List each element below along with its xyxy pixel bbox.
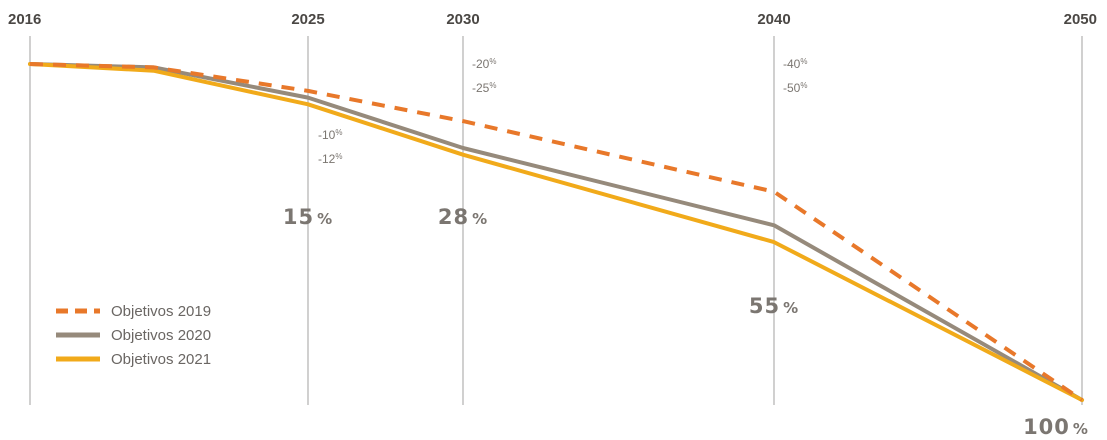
reduction-label-2040-1: -40% (783, 57, 807, 71)
reduction-label-2040-2: -50% (783, 81, 807, 95)
x-tick-label-2030: 2030 (446, 11, 479, 28)
target-label-2040: 55% (749, 294, 799, 318)
legend-label-1: Objetivos 2019 (111, 303, 211, 320)
series-lines (28, 62, 1084, 402)
series-line-objetivos-2021 (28, 62, 1084, 402)
reduction-label-2030-1: -20% (472, 57, 496, 71)
target-label-2025: 15% (283, 205, 333, 229)
x-tick-label-2040: 2040 (757, 11, 790, 28)
legend-label-2: Objetivos 2020 (111, 327, 211, 344)
series-line-objetivos-2019 (29, 62, 1084, 402)
reduction-annotations: -10% -12% -20% -25% -40% -50% (318, 57, 807, 166)
target-percentage-labels: 15% 28 % 55 % 100% (283, 205, 1089, 439)
target-label-2050: 100% (1023, 415, 1089, 439)
target-label-2030: 28% (438, 205, 488, 229)
reduction-label-2025-2: -12% (318, 152, 342, 166)
legend: Objetivos 2019 Objetivos 2020 Objetivos 20… (56, 303, 211, 368)
x-tick-label-2025: 2025 (291, 11, 324, 28)
x-tick-label-2050: 2050 (1064, 11, 1097, 28)
reduction-label-2030-2: -25% (472, 81, 496, 95)
legend-label-3: Objetivos 2021 (111, 351, 211, 368)
reduction-label-2025-1: -10% (318, 128, 342, 142)
series-line-objetivos-2020 (28, 62, 1084, 402)
year-gridlines (29, 36, 1083, 405)
year-tick-labels: 2016 2025 2030 2040 2050 (8, 11, 1097, 28)
x-tick-label-2016: 2016 (8, 11, 41, 28)
